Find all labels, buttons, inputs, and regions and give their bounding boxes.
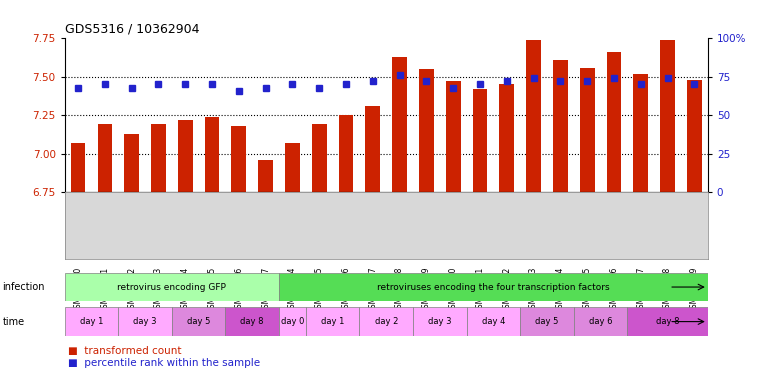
- Bar: [627, 307, 708, 336]
- Text: day 6: day 6: [589, 317, 613, 326]
- Bar: [124, 134, 139, 192]
- Bar: [205, 117, 219, 192]
- Text: day 8: day 8: [656, 317, 680, 326]
- Text: time: time: [2, 316, 24, 327]
- Bar: [151, 124, 166, 192]
- Bar: [306, 307, 359, 336]
- Bar: [365, 106, 380, 192]
- Text: ■  transformed count: ■ transformed count: [68, 346, 182, 356]
- Bar: [466, 307, 521, 336]
- Bar: [687, 80, 702, 192]
- Bar: [97, 124, 112, 192]
- Bar: [359, 307, 413, 336]
- Bar: [118, 307, 172, 336]
- Text: day 3: day 3: [428, 317, 451, 326]
- Text: infection: infection: [2, 282, 45, 292]
- Text: day 8: day 8: [240, 317, 264, 326]
- Text: GDS5316 / 10362904: GDS5316 / 10362904: [65, 23, 199, 36]
- Bar: [607, 52, 621, 192]
- Text: ■  percentile rank within the sample: ■ percentile rank within the sample: [68, 358, 260, 368]
- Text: retroviruses encoding the four transcription factors: retroviruses encoding the four transcrip…: [377, 283, 610, 291]
- Bar: [65, 273, 279, 301]
- Text: day 2: day 2: [374, 317, 398, 326]
- Bar: [521, 307, 574, 336]
- Bar: [446, 81, 460, 192]
- Text: day 4: day 4: [482, 317, 505, 326]
- Text: day 5: day 5: [187, 317, 210, 326]
- Bar: [65, 307, 118, 336]
- Bar: [580, 68, 594, 192]
- Text: retrovirus encoding GFP: retrovirus encoding GFP: [117, 283, 226, 291]
- Bar: [279, 273, 708, 301]
- Bar: [526, 40, 541, 192]
- Bar: [499, 84, 514, 192]
- Text: day 0: day 0: [281, 317, 304, 326]
- Bar: [225, 307, 279, 336]
- Bar: [574, 307, 627, 336]
- Bar: [71, 143, 85, 192]
- Text: day 5: day 5: [535, 317, 559, 326]
- Bar: [473, 89, 487, 192]
- Bar: [661, 40, 675, 192]
- Bar: [172, 307, 225, 336]
- Bar: [285, 143, 300, 192]
- Text: day 1: day 1: [80, 317, 103, 326]
- Bar: [419, 69, 434, 192]
- Bar: [258, 160, 273, 192]
- Bar: [413, 307, 466, 336]
- Bar: [392, 57, 407, 192]
- Bar: [339, 115, 353, 192]
- Bar: [178, 120, 193, 192]
- Bar: [231, 126, 247, 192]
- Bar: [633, 74, 648, 192]
- Text: day 3: day 3: [133, 317, 157, 326]
- Bar: [312, 124, 326, 192]
- Bar: [553, 60, 568, 192]
- Bar: [279, 307, 306, 336]
- Text: day 1: day 1: [321, 317, 344, 326]
